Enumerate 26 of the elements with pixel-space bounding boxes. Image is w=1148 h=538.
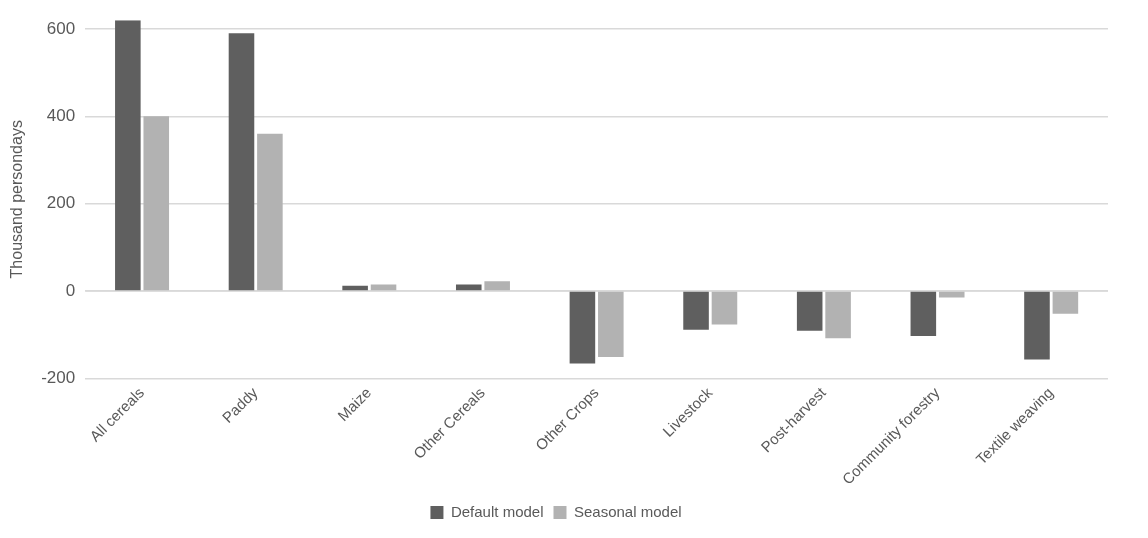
bar bbox=[569, 291, 596, 364]
y-tick-label: 600 bbox=[46, 18, 76, 38]
bar bbox=[115, 20, 141, 291]
bar bbox=[711, 291, 738, 325]
bar bbox=[143, 116, 170, 291]
bar bbox=[910, 291, 937, 336]
bar bbox=[1024, 291, 1050, 360]
bar bbox=[484, 281, 510, 291]
bar bbox=[825, 291, 851, 339]
bar bbox=[342, 285, 368, 291]
y-tick-label: 200 bbox=[46, 193, 76, 213]
bar bbox=[455, 284, 482, 291]
bar bbox=[598, 291, 624, 357]
y-tick-label: 0 bbox=[65, 280, 76, 300]
y-tick-label: -200 bbox=[41, 368, 76, 388]
bar bbox=[938, 291, 965, 298]
bar bbox=[1052, 291, 1079, 314]
bar bbox=[683, 291, 709, 330]
y-tick-label: 400 bbox=[46, 105, 76, 125]
y-axis-title: Thousand persondays bbox=[8, 120, 26, 279]
legend-label: Seasonal model bbox=[573, 502, 682, 520]
bar bbox=[228, 33, 255, 291]
bar bbox=[796, 291, 823, 331]
bar bbox=[370, 284, 397, 291]
bar bbox=[257, 133, 283, 291]
legend-label: Default model bbox=[450, 502, 544, 520]
